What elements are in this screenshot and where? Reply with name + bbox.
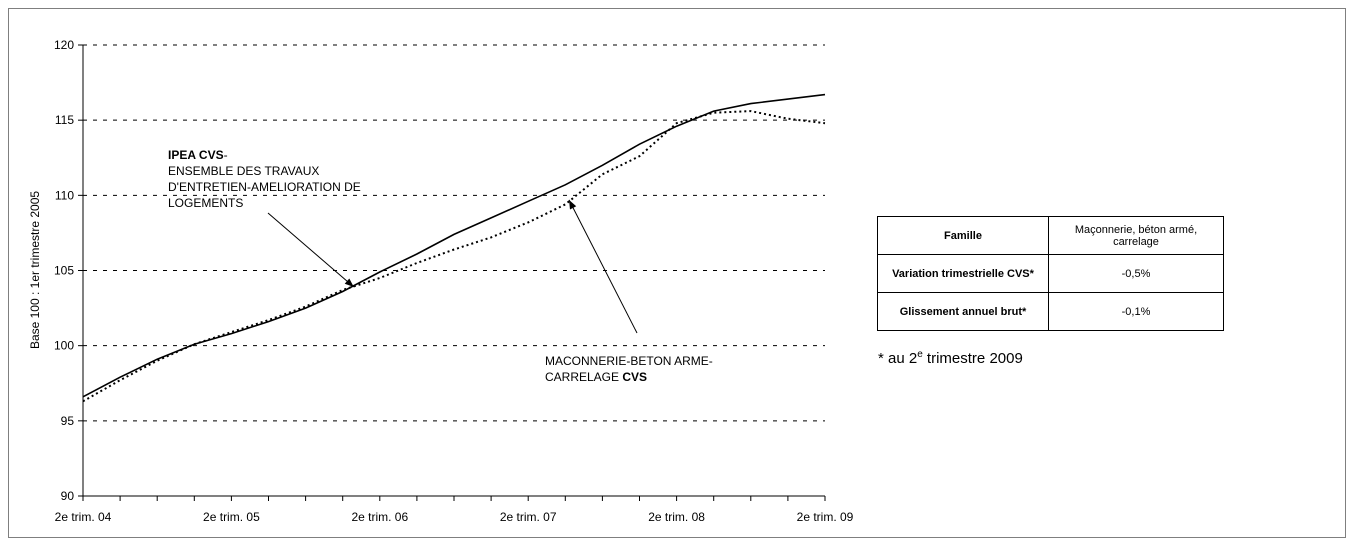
annotation-ipea-line-1: ENSEMBLE DES TRAVAUX: [168, 164, 319, 178]
footnote: * au 2e trimestre 2009: [878, 349, 1023, 367]
summary-table: Famille Maçonnerie, béton armé, carrelag…: [877, 216, 1224, 331]
annotation-maconnerie: MACONNERIE-BETON ARME- CARRELAGE CVS: [545, 354, 716, 384]
axes: [78, 44, 826, 501]
y-tick-label: 105: [54, 264, 74, 278]
y-tick-label: 95: [61, 414, 75, 428]
annotation-ipea: IPEA CVS- ENSEMBLE DES TRAVAUX D'ENTRETI…: [168, 148, 364, 210]
x-tick-labels: 2e trim. 04 2e trim. 05 2e trim. 06 2e trim…: [55, 510, 854, 524]
y-tick-labels: 90 95 100 105 110 115 120: [54, 38, 74, 503]
annotation-ipea-line-3: LOGEMENTS: [168, 196, 243, 210]
annotation-maconnerie-line-2-plain: CARRELAGE: [545, 370, 622, 384]
annotation-ipea-line-2: D'ENTRETIEN-AMELIORATION DE: [168, 180, 361, 194]
footnote-prefix: * au 2: [878, 350, 918, 367]
table-row-label: Variation trimestrielle CVS*: [877, 254, 1049, 293]
y-tick-label: 90: [61, 489, 75, 503]
annotation-maconnerie-line-1: MACONNERIE-BETON ARME-: [545, 354, 713, 368]
chart-frame: [8, 8, 1346, 538]
annotation-maconnerie-line-2-bold: CVS: [622, 370, 647, 384]
table-row-value: -0,5%: [1048, 254, 1224, 293]
y-tick-label: 120: [54, 38, 74, 52]
footnote-superscript: e: [917, 349, 923, 360]
y-tick-label: 110: [55, 188, 74, 202]
footnote-suffix: trimestre 2009: [922, 350, 1023, 367]
y-tick-label: 115: [55, 113, 74, 127]
table-row: Variation trimestrielle CVS* -0,5%: [877, 254, 1224, 293]
x-tick-label: 2e trim. 09: [797, 510, 854, 524]
series-line-ipea: [82, 93, 826, 398]
series-lines: [82, 93, 826, 403]
arrow-ipea-head: [344, 278, 354, 288]
annotation-ipea-suffix: -: [224, 148, 228, 162]
gridlines: [83, 44, 825, 422]
table-row: Glissement annuel brut* -0,1%: [877, 292, 1224, 331]
x-tick-label: 2e trim. 07: [500, 510, 557, 524]
table-header-value: Maçonnerie, béton armé, carrelage: [1048, 216, 1224, 255]
arrow-maconnerie-line: [568, 199, 638, 334]
x-tick-label: 2e trim. 05: [203, 510, 260, 524]
x-tick-label: 2e trim. 06: [351, 510, 408, 524]
table-header-label: Famille: [877, 216, 1049, 255]
table-row-label: Glissement annuel brut*: [877, 292, 1049, 331]
x-tick-label: 2e trim. 08: [648, 510, 705, 524]
y-tick-label: 100: [54, 339, 74, 353]
table-row-value: -0,1%: [1048, 292, 1224, 331]
arrow-ipea-line: [267, 212, 355, 288]
annotation-ipea-bold: IPEA CVS: [168, 148, 224, 162]
series-line-maconnerie: [82, 110, 826, 403]
x-tick-label: 2e trim. 04: [55, 510, 112, 524]
table-header-row: Famille Maçonnerie, béton armé, carrelag…: [877, 216, 1224, 255]
arrow-maconnerie-head: [569, 199, 577, 210]
y-axis-label: Base 100 : 1er trimestre 2005: [28, 191, 42, 349]
annotation-arrows: [267, 199, 638, 334]
